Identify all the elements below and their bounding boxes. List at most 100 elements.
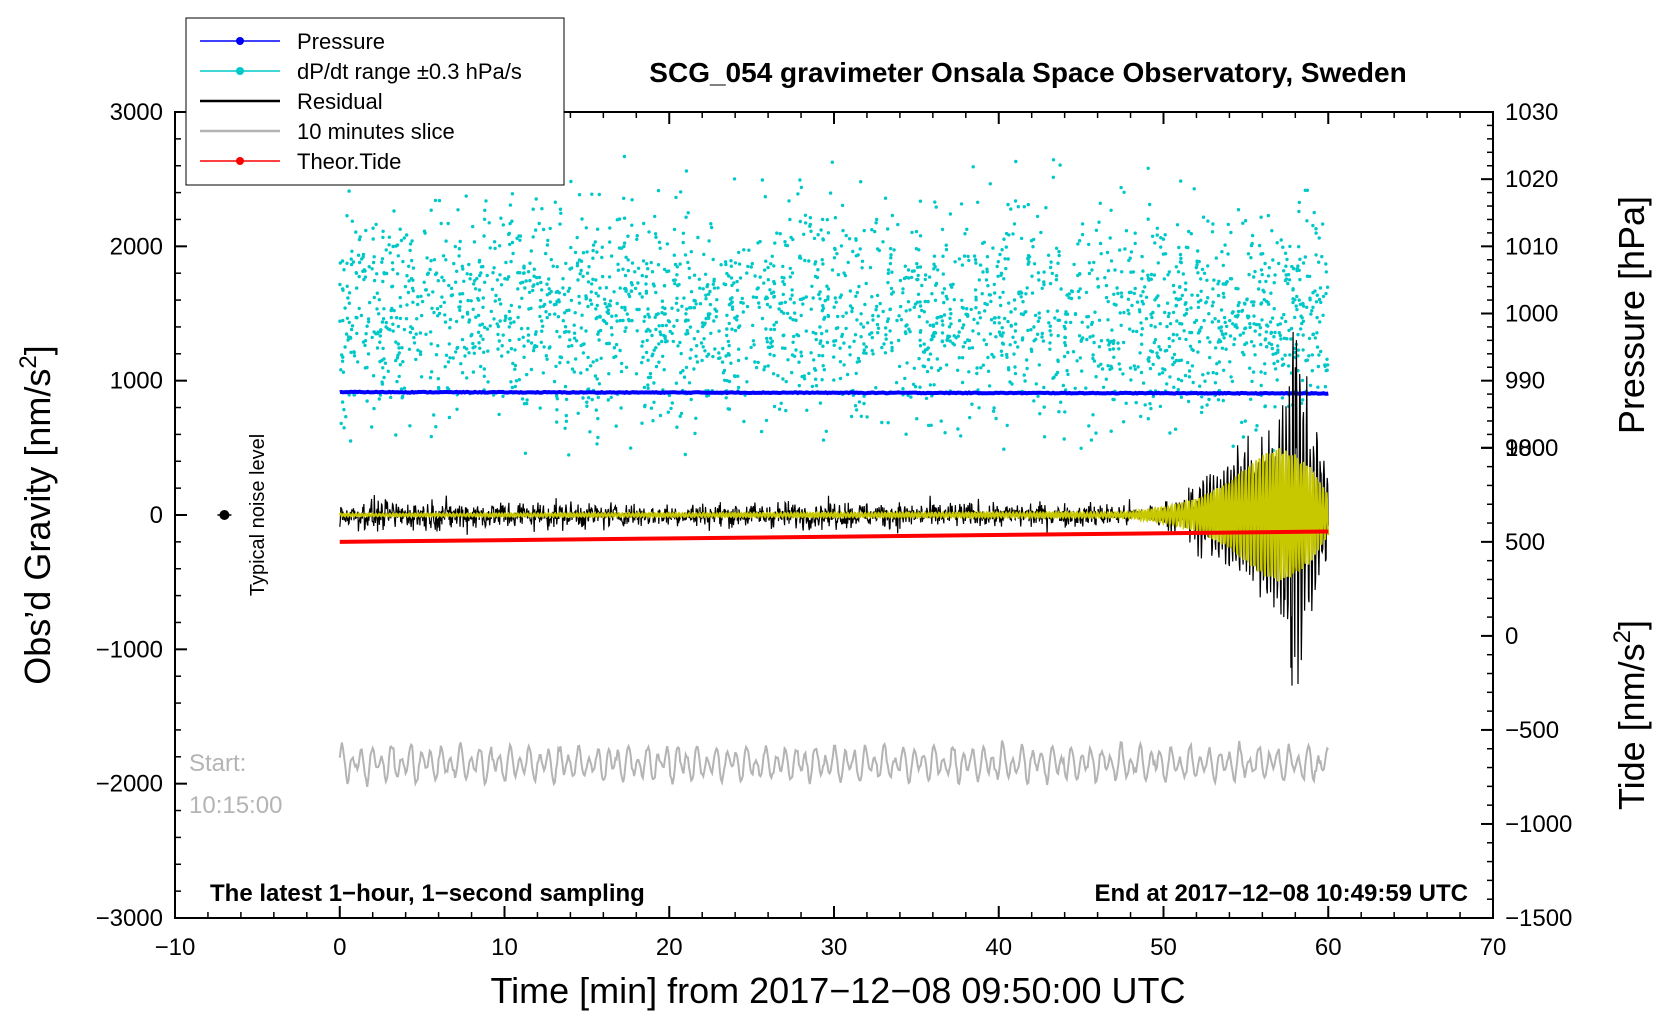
- dpdt-point: [793, 311, 797, 315]
- dpdt-point: [1211, 222, 1215, 226]
- dpdt-point: [667, 269, 671, 273]
- dpdt-point: [467, 318, 472, 322]
- x-tick-label: 0: [333, 934, 346, 961]
- dpdt-point: [808, 224, 812, 228]
- dpdt-point: [486, 349, 490, 353]
- dpdt-point: [1141, 290, 1145, 294]
- dpdt-point: [593, 240, 597, 244]
- dpdt-point: [522, 344, 526, 348]
- dpdt-point: [834, 339, 838, 343]
- dpdt-point: [1324, 291, 1328, 296]
- dpdt-point: [730, 283, 734, 288]
- dpdt-point: [1040, 335, 1044, 339]
- dpdt-point: [507, 275, 511, 279]
- dpdt-point: [790, 370, 794, 375]
- dpdt-point: [1314, 227, 1318, 231]
- dpdt-point: [1139, 294, 1143, 298]
- dpdt-point: [673, 282, 677, 286]
- dpdt-point: [757, 301, 761, 305]
- dpdt-point: [686, 318, 690, 322]
- dpdt-point: [394, 433, 398, 437]
- dpdt-point: [526, 339, 530, 343]
- dpdt-point: [575, 235, 579, 240]
- dpdt-point: [859, 414, 863, 418]
- dpdt-point: [1089, 322, 1094, 327]
- dpdt-point: [825, 284, 829, 288]
- dpdt-point: [1158, 348, 1163, 352]
- dpdt-point: [679, 371, 683, 375]
- dpdt-point: [483, 208, 487, 212]
- dpdt-point: [945, 338, 949, 342]
- dpdt-point: [1221, 291, 1226, 296]
- dpdt-point: [364, 228, 368, 233]
- dpdt-point: [817, 292, 821, 297]
- dpdt-point: [941, 291, 945, 295]
- slice-line: [338, 740, 1330, 788]
- dpdt-point: [429, 434, 433, 439]
- dpdt-point: [926, 423, 931, 428]
- dpdt-point: [916, 265, 920, 269]
- dpdt-point: [1168, 431, 1172, 435]
- dpdt-point: [478, 273, 482, 278]
- dpdt-point: [1140, 254, 1144, 259]
- dpdt-point: [477, 288, 482, 292]
- dpdt-point: [396, 324, 401, 329]
- dpdt-point: [859, 180, 863, 184]
- dpdt-point: [382, 307, 386, 311]
- dpdt-point: [1195, 263, 1199, 267]
- dpdt-point: [1096, 285, 1100, 289]
- dpdt-point: [1284, 319, 1288, 324]
- dpdt-point: [972, 254, 977, 258]
- dpdt-point: [1139, 321, 1143, 325]
- dpdt-point: [709, 331, 713, 335]
- dpdt-point: [788, 316, 792, 320]
- dpdt-point: [941, 272, 945, 276]
- dpdt-point: [538, 305, 542, 309]
- y-left-axis-label: Obs’d Gravity [nm/s2]: [15, 345, 58, 684]
- dpdt-point: [1163, 310, 1167, 315]
- dpdt-point: [1267, 266, 1272, 270]
- dpdt-point: [1180, 322, 1184, 326]
- dpdt-point: [684, 312, 688, 316]
- dpdt-point: [906, 300, 911, 304]
- dpdt-point: [448, 356, 452, 360]
- dpdt-point: [1298, 257, 1302, 261]
- dpdt-point: [1298, 277, 1302, 282]
- dpdt-point: [991, 409, 996, 413]
- dpdt-point: [1171, 332, 1176, 337]
- dpdt-point: [529, 341, 534, 345]
- dpdt-point: [616, 262, 620, 266]
- dpdt-point: [736, 358, 741, 363]
- dpdt-point: [750, 261, 754, 266]
- dpdt-point: [814, 331, 818, 336]
- dpdt-point: [1267, 341, 1271, 345]
- dpdt-point: [457, 254, 461, 258]
- dpdt-point: [518, 234, 523, 238]
- dpdt-point: [918, 338, 922, 342]
- dpdt-point: [830, 268, 835, 272]
- dpdt-point: [724, 354, 728, 358]
- pressure-tick-label: 990: [1505, 368, 1545, 395]
- dpdt-point: [745, 380, 749, 384]
- dpdt-point: [708, 302, 713, 307]
- dpdt-point: [1311, 223, 1315, 228]
- dpdt-point: [975, 371, 979, 376]
- dpdt-point: [1062, 437, 1066, 441]
- dpdt-point: [1034, 382, 1039, 386]
- dpdt-point: [648, 375, 653, 379]
- dpdt-point: [1159, 245, 1163, 249]
- dpdt-point: [1078, 287, 1082, 291]
- dpdt-point: [1238, 333, 1243, 337]
- dpdt-point: [359, 313, 364, 318]
- dpdt-point: [649, 260, 653, 265]
- dpdt-point: [692, 367, 696, 371]
- dpdt-point: [1130, 303, 1134, 308]
- dpdt-point: [1133, 286, 1137, 291]
- dpdt-point: [428, 267, 432, 272]
- dpdt-point: [1094, 228, 1099, 232]
- dpdt-point: [644, 274, 648, 279]
- dpdt-point: [889, 286, 894, 291]
- dpdt-point: [1108, 236, 1112, 240]
